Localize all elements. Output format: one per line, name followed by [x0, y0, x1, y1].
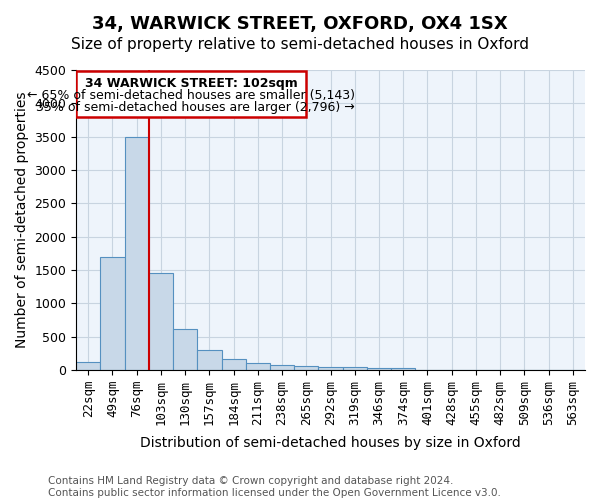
Bar: [173, 330, 197, 370]
Text: 35% of semi-detached houses are larger (2,796) →: 35% of semi-detached houses are larger (…: [28, 101, 355, 114]
Text: Contains HM Land Registry data © Crown copyright and database right 2024.
Contai: Contains HM Land Registry data © Crown c…: [48, 476, 501, 498]
Text: Size of property relative to semi-detached houses in Oxford: Size of property relative to semi-detach…: [71, 38, 529, 52]
Bar: [100, 257, 125, 370]
Bar: [125, 136, 149, 370]
Bar: [149, 274, 173, 370]
Bar: [343, 368, 367, 370]
Text: 34, WARWICK STREET, OXFORD, OX4 1SX: 34, WARWICK STREET, OXFORD, OX4 1SX: [92, 15, 508, 33]
Text: 34 WARWICK STREET: 102sqm: 34 WARWICK STREET: 102sqm: [85, 77, 298, 90]
Bar: [270, 366, 294, 370]
X-axis label: Distribution of semi-detached houses by size in Oxford: Distribution of semi-detached houses by …: [140, 436, 521, 450]
Bar: [294, 366, 319, 370]
FancyBboxPatch shape: [76, 72, 307, 117]
Y-axis label: Number of semi-detached properties: Number of semi-detached properties: [15, 92, 29, 348]
Bar: [367, 368, 391, 370]
Bar: [76, 362, 100, 370]
Bar: [391, 368, 415, 370]
Bar: [246, 364, 270, 370]
Bar: [221, 360, 246, 370]
Bar: [319, 367, 343, 370]
Text: ← 65% of semi-detached houses are smaller (5,143): ← 65% of semi-detached houses are smalle…: [27, 90, 355, 102]
Bar: [197, 350, 221, 370]
